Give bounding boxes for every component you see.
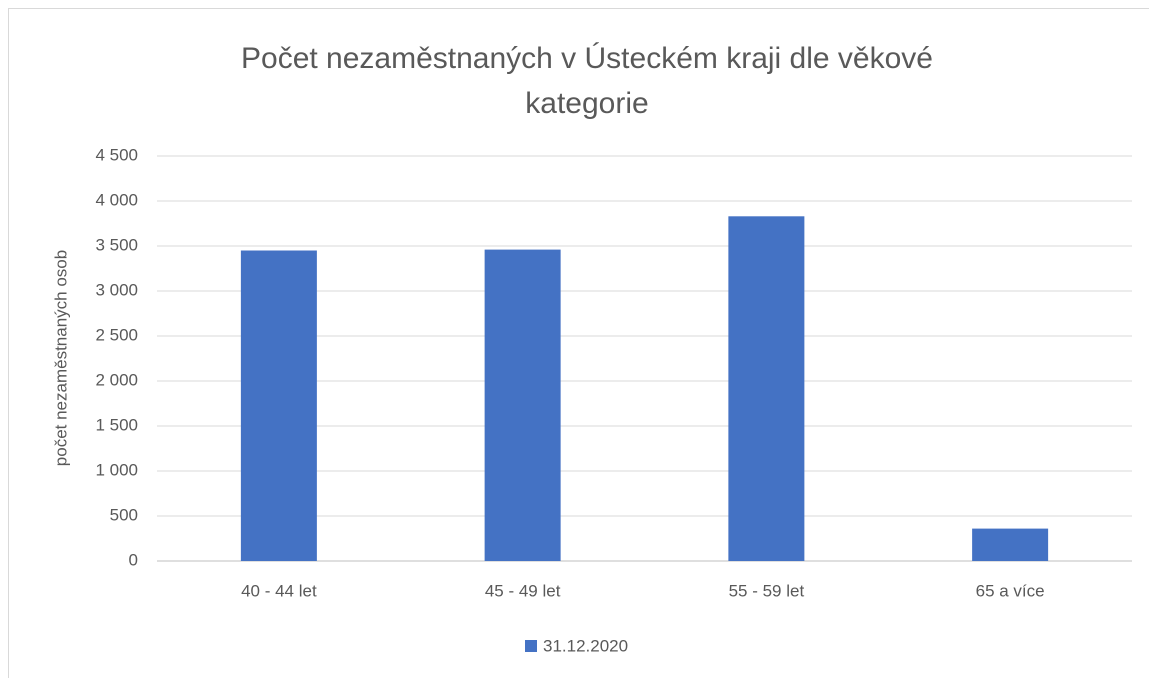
chart-border bbox=[8, 8, 1149, 678]
y-tick-label: 4 500 bbox=[95, 145, 138, 164]
x-tick-label: 45 - 49 let bbox=[485, 581, 561, 600]
legend-label: 31.12.2020 bbox=[543, 636, 628, 655]
y-tick-label: 1 000 bbox=[95, 460, 138, 479]
x-tick-label: 55 - 59 let bbox=[729, 581, 805, 600]
chart-title: Počet nezaměstnaných v Ústeckém kraji dl… bbox=[241, 42, 933, 120]
legend-swatch bbox=[525, 640, 537, 652]
y-tick-label: 3 000 bbox=[95, 280, 138, 299]
bar bbox=[728, 216, 805, 562]
x-tick-label: 40 - 44 let bbox=[241, 581, 317, 600]
bar bbox=[240, 250, 317, 561]
y-tick-label: 500 bbox=[110, 505, 138, 524]
bar bbox=[972, 528, 1049, 561]
y-tick-label: 0 bbox=[129, 550, 138, 569]
y-tick-label: 4 000 bbox=[95, 190, 138, 209]
y-axis-label: počet nezaměstnaných osob bbox=[51, 250, 70, 466]
y-tick-label: 2 500 bbox=[95, 325, 138, 344]
y-tick-label: 3 500 bbox=[95, 235, 138, 254]
y-tick-label: 1 500 bbox=[95, 415, 138, 434]
bar bbox=[484, 249, 561, 561]
x-tick-label: 65 a více bbox=[976, 581, 1045, 600]
y-tick-label: 2 000 bbox=[95, 370, 138, 389]
